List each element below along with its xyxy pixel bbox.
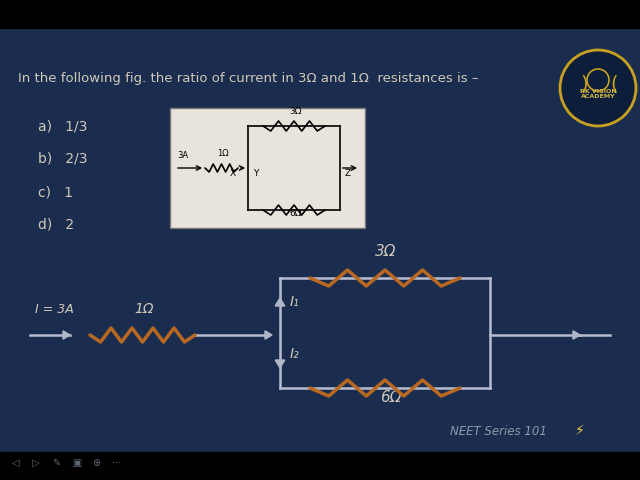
Text: (: (: [610, 75, 618, 94]
Polygon shape: [265, 331, 272, 339]
Text: 1Ω: 1Ω: [217, 149, 228, 158]
Polygon shape: [63, 331, 70, 339]
Text: 1Ω: 1Ω: [134, 302, 154, 316]
Text: ···: ···: [112, 458, 121, 468]
Polygon shape: [275, 360, 285, 368]
Text: I₂: I₂: [290, 347, 300, 361]
Text: ▷: ▷: [32, 458, 40, 468]
Text: ▣: ▣: [72, 458, 81, 468]
Text: ◁: ◁: [12, 458, 19, 468]
Text: Y: Y: [253, 169, 259, 178]
Text: 3A: 3A: [177, 151, 188, 160]
Text: RK VISION
ACADEMY: RK VISION ACADEMY: [580, 89, 616, 99]
Text: c)   1: c) 1: [38, 185, 73, 199]
Polygon shape: [275, 298, 285, 306]
Text: X: X: [230, 169, 236, 178]
Text: ⊕: ⊕: [92, 458, 100, 468]
Circle shape: [562, 52, 634, 124]
Text: I₁: I₁: [290, 295, 300, 309]
Text: 3Ω: 3Ω: [375, 244, 396, 259]
Text: ⚡: ⚡: [575, 424, 585, 438]
Text: In the following fig. the ratio of current in 3Ω and 1Ω  resistances is –: In the following fig. the ratio of curre…: [18, 72, 479, 85]
Text: I = 3A: I = 3A: [35, 303, 74, 316]
Text: ✎: ✎: [52, 458, 60, 468]
Bar: [0, 452, 640, 480]
Text: 6Ω: 6Ω: [380, 390, 401, 405]
Text: a)   1/3: a) 1/3: [38, 120, 88, 134]
Text: 3Ω: 3Ω: [289, 107, 301, 116]
Text: NEET Series 101: NEET Series 101: [450, 425, 547, 438]
Text: d)   2: d) 2: [38, 218, 74, 232]
Text: 6Ω: 6Ω: [289, 209, 301, 218]
Bar: [170, 108, 365, 228]
Bar: [0, 0, 640, 28]
Text: b)   2/3: b) 2/3: [38, 152, 88, 166]
Polygon shape: [573, 331, 580, 339]
Text: Z: Z: [345, 169, 351, 178]
Text: ): ): [580, 75, 588, 94]
